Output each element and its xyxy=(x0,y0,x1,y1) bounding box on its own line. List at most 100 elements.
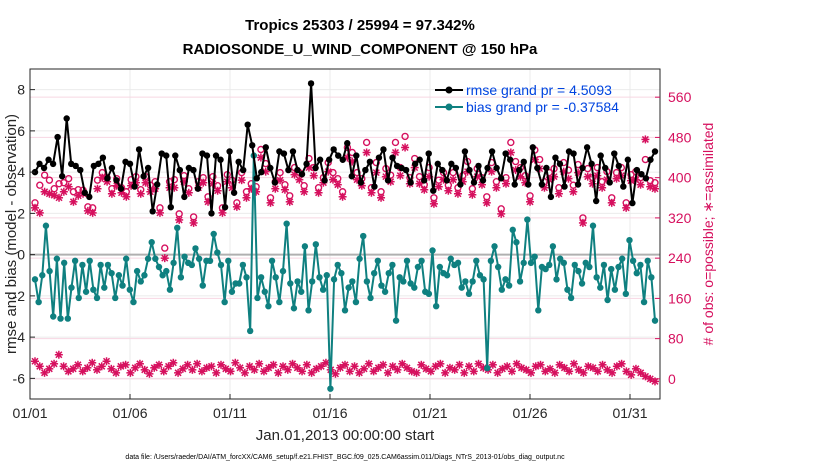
obs-assimilated-point xyxy=(441,368,450,377)
rmse-point xyxy=(126,160,134,168)
bias-point xyxy=(214,249,221,256)
bias-point xyxy=(265,302,272,310)
asterisk-stroke xyxy=(564,175,573,183)
asterisk-stroke xyxy=(651,377,659,385)
obs-assimilated-point xyxy=(341,360,349,369)
asterisk-stroke xyxy=(188,366,196,374)
rmse-point xyxy=(72,162,79,170)
obs-possible-point xyxy=(362,138,371,147)
rmse-point xyxy=(285,166,292,174)
asterisk-stroke xyxy=(212,369,220,377)
bias-point xyxy=(301,243,309,250)
asterisk-stroke xyxy=(303,361,311,369)
asterisk-stroke xyxy=(455,361,463,369)
asterisk-stroke xyxy=(300,188,308,196)
asterisk-stroke xyxy=(365,360,373,368)
rmse-point xyxy=(439,166,446,174)
obs-assimilated-point xyxy=(331,369,340,378)
obs-possible-point xyxy=(45,176,54,184)
rmse-point xyxy=(194,185,202,192)
obs-assimilated-point xyxy=(434,182,443,191)
rmse-point xyxy=(86,193,93,201)
asterisk-stroke xyxy=(608,369,616,377)
obs-assimilated-point xyxy=(569,359,578,368)
asterisk-stroke xyxy=(551,369,559,377)
obs-assimilated-point xyxy=(302,360,311,369)
asterisk-stroke xyxy=(84,207,92,215)
bias-point xyxy=(403,257,411,265)
asterisk-stroke xyxy=(522,366,530,374)
obs-assimilated-point xyxy=(141,178,150,187)
plot-area xyxy=(30,69,660,399)
obs-assimilated-point xyxy=(280,185,289,194)
bias-point xyxy=(436,263,444,271)
obs-possible-point xyxy=(40,171,49,179)
obs-assimilated-point xyxy=(391,148,400,157)
bias-point xyxy=(575,267,582,275)
y-axis-label-right: # of obs: o=possible; ∗=assimilated xyxy=(700,123,716,346)
asterisk-stroke xyxy=(465,362,473,370)
rmse-point xyxy=(452,164,460,172)
asterisk-stroke xyxy=(284,366,292,374)
bias-point xyxy=(400,278,407,285)
asterisk-stroke xyxy=(367,189,375,197)
rmse-point xyxy=(362,166,369,174)
bias-point xyxy=(629,257,637,265)
bias-point xyxy=(64,315,72,322)
rmse-point xyxy=(520,158,527,166)
asterisk-stroke xyxy=(422,365,430,373)
asterisk-stroke xyxy=(468,191,476,199)
y-axis-label-left: rmse and bias (model - observation) xyxy=(3,114,20,354)
obs-possible-point xyxy=(401,132,409,141)
asterisk-stroke xyxy=(417,361,425,369)
obs-assimilated-point xyxy=(293,363,302,372)
asterisk-stroke xyxy=(508,367,516,375)
bias-point xyxy=(137,278,144,285)
asterisk-stroke xyxy=(142,179,150,187)
rmse-point xyxy=(140,173,147,180)
obs-assimilated-point xyxy=(283,365,292,374)
rmse-point xyxy=(647,156,654,163)
asterisk-stroke xyxy=(363,148,371,157)
y-tick-label-left: 6 xyxy=(17,123,25,139)
asterisk-stroke xyxy=(207,362,215,370)
obs-assimilated-point xyxy=(449,175,458,184)
asterisk-stroke xyxy=(218,209,226,217)
x-axis-label: Jan.01,2013 00:00:00 start xyxy=(256,427,435,444)
bias-point xyxy=(378,282,385,289)
bias-point xyxy=(108,269,115,277)
legend-bias-marker xyxy=(445,103,453,111)
rmse-point xyxy=(239,166,247,174)
bias-point xyxy=(582,259,589,267)
asterisk-stroke xyxy=(413,369,421,377)
obs-assimilated-point xyxy=(255,359,264,368)
obs-assimilated-point xyxy=(207,362,216,371)
bias-point xyxy=(308,278,316,285)
rmse-point xyxy=(316,156,324,163)
obs-assimilated-point xyxy=(420,185,429,194)
y-tick-label-right: 0 xyxy=(668,371,676,387)
asterisk-stroke xyxy=(374,364,382,372)
obs-assimilated-point xyxy=(608,368,617,377)
asterisk-stroke xyxy=(36,362,44,370)
asterisk-stroke xyxy=(460,369,468,377)
obs-assimilated-point xyxy=(88,208,97,217)
asterisk-stroke xyxy=(122,193,130,201)
rmse-point xyxy=(249,142,256,149)
asterisk-stroke xyxy=(370,367,378,375)
rmse-point xyxy=(312,164,319,172)
asterisk-stroke xyxy=(298,367,306,375)
asterisk-stroke xyxy=(36,209,44,217)
obs-assimilated-point xyxy=(593,367,602,376)
bias-point xyxy=(210,230,217,238)
rmse-point xyxy=(54,133,61,141)
bias-point xyxy=(484,364,491,372)
rmse-point xyxy=(407,179,414,186)
asterisk-stroke xyxy=(175,216,183,224)
asterisk-stroke xyxy=(93,366,101,374)
asterisk-stroke xyxy=(45,190,53,198)
bias-point xyxy=(272,274,279,281)
obs-assimilated-point xyxy=(107,189,116,198)
bias-point xyxy=(225,257,232,265)
obs-assimilated-point xyxy=(309,171,318,180)
